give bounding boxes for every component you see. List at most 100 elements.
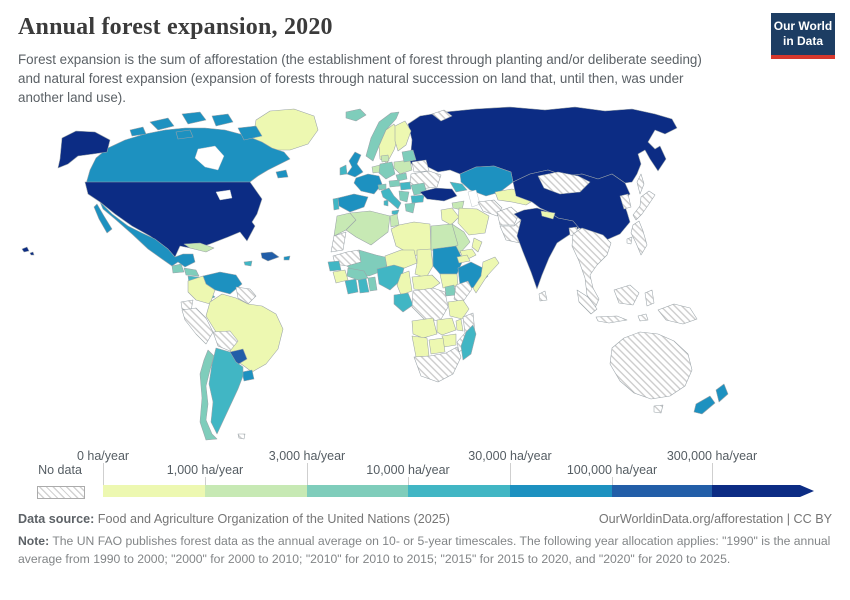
tasmania-island[interactable] [653,404,664,414]
country-korea[interactable] [619,193,632,210]
country-switzerland[interactable] [377,183,387,191]
country-togo-benin[interactable] [367,276,378,292]
country-kenya[interactable] [453,280,473,304]
country-norway[interactable] [365,111,400,162]
canada-arctic-islands[interactable] [237,125,263,141]
country-colombia[interactable] [187,275,216,305]
country-tanzania[interactable] [447,299,470,320]
owid-logo[interactable]: Our World in Data [771,13,835,59]
hawaii-islands[interactable] [21,246,30,253]
legend-no-data-swatch[interactable] [37,486,85,499]
country-new-zealand-south[interactable] [693,395,716,415]
country-south-africa[interactable] [413,346,462,383]
country-uganda[interactable] [444,284,457,297]
country-namibia[interactable] [411,335,430,358]
country-tunisia[interactable] [389,213,400,228]
country-afghanistan[interactable] [496,206,520,226]
legend-bin-5[interactable] [612,485,712,497]
country-denmark[interactable] [380,154,390,163]
country-ivory-coast[interactable] [344,278,359,295]
country-bulgaria[interactable] [410,194,425,204]
country-bolivia[interactable] [212,330,239,352]
country-australia[interactable] [609,331,693,400]
country-cuba[interactable] [183,242,215,253]
country-usa[interactable] [84,181,263,258]
borneo-island[interactable] [613,284,640,306]
legend-bin-2[interactable] [307,485,408,497]
sakhalin-island[interactable] [636,173,645,195]
legend-bin-6[interactable] [712,485,800,497]
country-japan[interactable] [632,190,656,221]
country-botswana[interactable] [428,337,446,355]
country-united-kingdom[interactable] [346,151,364,178]
country-caucasus[interactable] [449,181,468,193]
legend-bin-4[interactable] [510,485,612,497]
country-argentina[interactable] [208,347,244,435]
country-guyanas[interactable] [235,286,257,305]
country-taiwan[interactable] [626,236,633,245]
country-turkey[interactable] [419,187,458,202]
country-baltic-states[interactable] [401,149,417,163]
country-angola[interactable] [411,317,438,339]
country-portugal[interactable] [332,197,340,211]
country-central-african-republic[interactable] [411,274,441,292]
country-eritrea[interactable] [456,254,471,264]
legend-bin-1[interactable] [205,485,307,497]
country-india[interactable] [513,207,580,290]
country-iran[interactable] [457,207,490,236]
country-poland[interactable] [393,159,413,175]
country-new-zealand-north[interactable] [715,383,729,403]
country-mongolia[interactable] [537,171,591,195]
country-mainland-southeast-asia[interactable] [571,227,612,309]
country-canada[interactable] [85,127,291,185]
country-philippines[interactable] [630,220,648,256]
cc-by-link[interactable]: CC BY [793,512,833,526]
country-kazakhstan[interactable] [459,165,514,197]
country-peru[interactable] [181,307,214,345]
sardinia[interactable] [383,199,389,207]
country-mexico[interactable] [99,201,196,268]
new-guinea-island[interactable] [657,303,698,325]
country-gabon-congo[interactable] [393,292,414,313]
country-jamaica[interactable] [243,260,253,267]
country-ireland[interactable] [339,164,348,176]
baja-california[interactable] [93,203,113,234]
country-balkans[interactable] [398,190,410,203]
country-falkland-islands[interactable] [237,433,246,440]
country-finland[interactable] [394,120,412,152]
country-iraq[interactable] [440,207,460,226]
java-island[interactable] [595,315,628,324]
newfoundland[interactable] [275,169,289,179]
country-france[interactable] [353,173,383,195]
country-alaska[interactable] [57,130,111,169]
canada-arctic-islands[interactable] [149,117,175,131]
country-madagascar[interactable] [460,324,477,361]
country-honduras[interactable] [183,267,200,277]
novaya-zemlya[interactable] [431,109,453,122]
country-oman[interactable] [471,237,483,253]
country-zambia[interactable] [436,317,457,336]
country-uruguay[interactable] [241,369,255,382]
country-belarus[interactable] [411,159,430,173]
canada-arctic-islands[interactable] [129,126,147,137]
country-senegal[interactable] [327,260,342,272]
canada-arctic-islands[interactable] [175,129,194,140]
country-germany[interactable] [378,161,396,180]
hawaii-islands[interactable] [29,251,35,256]
country-czechia[interactable] [395,172,408,182]
country-chile[interactable] [199,349,218,441]
country-ghana[interactable] [357,277,370,294]
legend-bin-0[interactable] [103,485,205,497]
country-puerto-rico[interactable] [283,255,291,261]
country-greece[interactable] [404,202,416,214]
country-chad[interactable] [414,248,434,279]
country-somalia[interactable] [472,256,500,294]
timor-island[interactable] [637,313,649,322]
country-western-sahara[interactable] [330,231,347,253]
country-hungary[interactable] [399,181,412,191]
canada-arctic-islands[interactable] [181,111,207,125]
country-china[interactable] [512,169,631,242]
country-sri-lanka[interactable] [538,290,548,302]
country-algeria[interactable] [345,210,391,246]
country-iceland[interactable] [345,108,367,122]
